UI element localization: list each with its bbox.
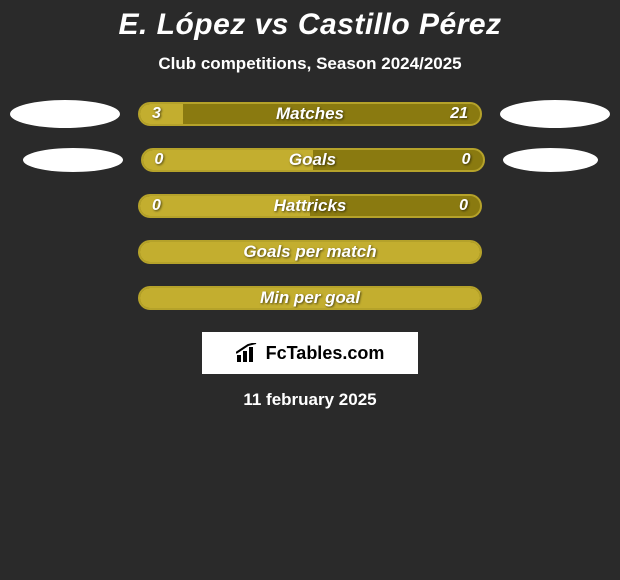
stat-row: 0 Hattricks 0 — [0, 194, 620, 218]
stat-bar: 0 Hattricks 0 — [138, 194, 482, 218]
stat-bar: Goals per match — [138, 240, 482, 264]
player-a-oval — [23, 148, 123, 172]
player-b-oval — [500, 100, 610, 128]
player-a-oval — [10, 100, 120, 128]
value-left: 3 — [152, 105, 161, 123]
stat-row: Min per goal — [0, 286, 620, 310]
value-right: 21 — [450, 105, 468, 123]
stat-bar: Min per goal — [138, 286, 482, 310]
brand-text: FcTables.com — [266, 343, 385, 364]
value-left: 0 — [152, 197, 161, 215]
value-left: 0 — [155, 151, 164, 169]
bars-list: 3 Matches 21 0 Goals 0 0 Hattricks 0 Goals per ma… — [0, 102, 620, 310]
bar-label: Goals — [289, 150, 336, 170]
brand-box: FcTables.com — [202, 332, 418, 374]
stat-bar: 0 Goals 0 — [141, 148, 485, 172]
container: E. López vs Castillo Pérez Club competit… — [0, 0, 620, 410]
bar-fill — [140, 104, 183, 124]
value-right: 0 — [462, 151, 471, 169]
stat-row: Goals per match — [0, 240, 620, 264]
stat-bar: 3 Matches 21 — [138, 102, 482, 126]
bar-fill — [143, 150, 313, 170]
stat-row: 3 Matches 21 — [0, 102, 620, 126]
bar-label: Matches — [276, 104, 344, 124]
date-text: 11 february 2025 — [0, 390, 620, 410]
stat-row: 0 Goals 0 — [0, 148, 620, 172]
bar-label: Goals per match — [243, 242, 376, 262]
bar-label: Min per goal — [260, 288, 360, 308]
page-subtitle: Club competitions, Season 2024/2025 — [0, 54, 620, 74]
page-title: E. López vs Castillo Pérez — [0, 8, 620, 42]
bar-label: Hattricks — [274, 196, 347, 216]
player-b-oval — [503, 148, 598, 172]
value-right: 0 — [459, 197, 468, 215]
chart-icon — [236, 343, 260, 363]
